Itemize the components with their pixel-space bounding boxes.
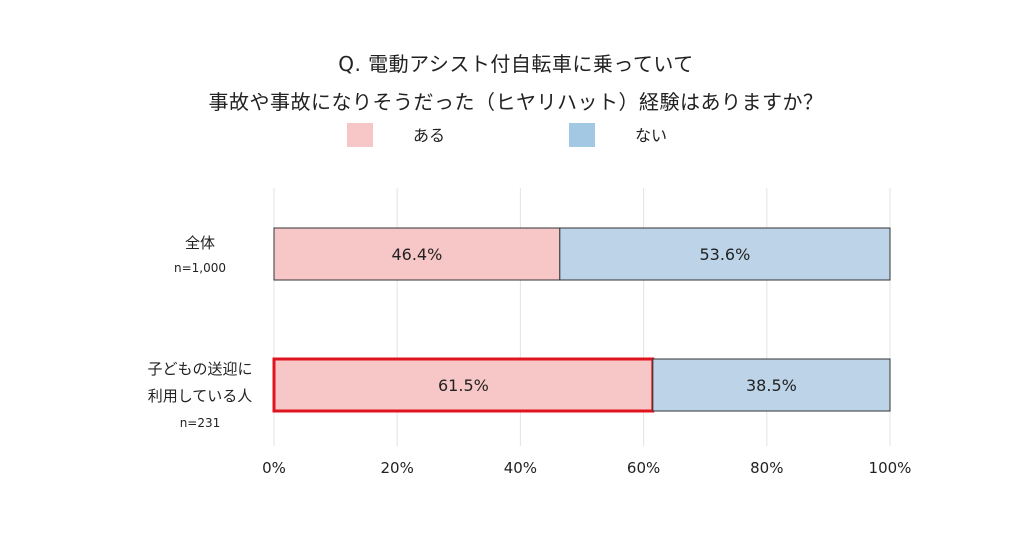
data-label: 38.5% [746,376,797,395]
bars: 46.4% 53.6% 61.5% 38.5% [272,227,891,413]
x-tick-label: 0% [262,459,286,477]
legend-swatch-aru [347,123,373,147]
bar-segment [559,227,891,281]
x-axis-ticks: 0% 20% 40% 60% 80% 100% [262,459,911,477]
chart-title-line-1: Q. 電動アシスト付自転車に乗っていて [338,52,694,76]
legend: ある ない [347,123,667,147]
chart-title-line-2: 事故や事故になりそうだった（ヒヤリハット）経験はありますか？ [208,90,824,114]
sample-size-label: n=1,000 [174,261,226,275]
data-label: 61.5% [438,376,489,395]
category-label: 全体 [185,234,215,252]
x-tick-label: 60% [627,459,660,477]
category-label: 利用している人 [148,387,253,405]
legend-swatch-nai [569,123,595,147]
x-tick-label: 80% [750,459,783,477]
sample-size-label: n=231 [180,416,221,430]
bar-segment [652,358,891,412]
category-label: 子どもの送迎に [147,360,252,378]
x-tick-label: 100% [869,459,912,477]
bar-segment [273,227,561,281]
data-label: 46.4% [391,245,442,264]
data-label: 53.6% [699,245,750,264]
x-tick-label: 40% [504,459,537,477]
legend-label: ない [635,126,667,145]
bar-segment [272,357,655,413]
x-tick-label: 20% [381,459,414,477]
legend-label: ある [413,126,445,145]
